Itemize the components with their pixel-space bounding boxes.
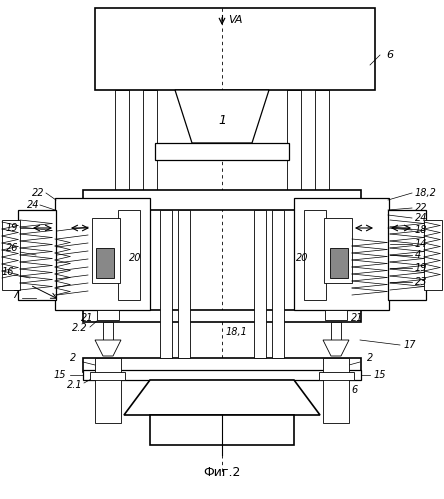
Text: 20: 20	[129, 253, 141, 263]
Bar	[272, 210, 284, 358]
Bar	[294, 198, 389, 310]
Text: 24: 24	[27, 200, 39, 210]
Text: 7: 7	[12, 290, 18, 300]
Text: 2.2: 2.2	[72, 323, 88, 333]
Text: 19: 19	[415, 263, 428, 273]
Text: 18,2: 18,2	[415, 188, 437, 198]
Polygon shape	[175, 90, 269, 143]
Text: 26: 26	[6, 243, 18, 253]
Bar	[315, 90, 329, 205]
Text: 4: 4	[415, 250, 421, 260]
Text: 15: 15	[374, 370, 386, 380]
Text: 23: 23	[415, 277, 428, 287]
Bar	[103, 322, 113, 340]
Bar	[97, 310, 119, 320]
Text: Фиг.2: Фиг.2	[203, 466, 241, 479]
Text: 2.1: 2.1	[67, 380, 83, 390]
Bar	[143, 90, 157, 205]
Text: 16: 16	[2, 267, 14, 277]
Bar	[155, 143, 289, 160]
Bar	[95, 8, 375, 90]
Bar	[178, 210, 190, 358]
Bar	[254, 210, 266, 358]
Bar	[83, 370, 361, 380]
Bar	[324, 218, 352, 283]
Text: 2: 2	[70, 353, 76, 363]
Text: 19: 19	[6, 223, 18, 233]
Bar	[83, 358, 361, 372]
Bar	[331, 322, 341, 340]
Text: 22: 22	[32, 188, 44, 198]
Bar	[319, 372, 354, 380]
Text: 18: 18	[415, 225, 428, 235]
Text: 6: 6	[352, 385, 358, 395]
Bar	[325, 310, 347, 320]
Bar	[115, 90, 129, 205]
Text: 17: 17	[404, 340, 416, 350]
Bar	[330, 248, 348, 278]
Text: VA: VA	[228, 15, 242, 25]
Bar	[92, 218, 120, 283]
Bar	[424, 220, 442, 290]
Bar	[83, 190, 361, 210]
Text: 1: 1	[218, 113, 226, 127]
Bar	[304, 210, 326, 300]
Polygon shape	[95, 340, 121, 356]
Bar	[118, 210, 140, 300]
Bar	[83, 310, 361, 322]
Bar	[55, 198, 150, 310]
Bar	[2, 220, 20, 290]
Text: 21: 21	[351, 313, 363, 323]
Bar	[18, 210, 56, 300]
Bar	[160, 210, 172, 358]
Text: 2: 2	[367, 353, 373, 363]
Bar	[323, 358, 349, 423]
Text: 6: 6	[386, 50, 393, 60]
Bar	[150, 415, 294, 445]
Text: 14: 14	[415, 239, 428, 249]
Bar	[90, 372, 125, 380]
Text: 22: 22	[415, 203, 428, 213]
Bar	[95, 358, 121, 423]
Bar	[388, 210, 426, 300]
Text: 20: 20	[296, 253, 308, 263]
Text: 15: 15	[54, 370, 66, 380]
Bar	[96, 248, 114, 278]
Polygon shape	[124, 380, 320, 415]
Text: 21: 21	[81, 313, 93, 323]
Polygon shape	[323, 340, 349, 356]
Bar	[287, 90, 301, 205]
Text: 24: 24	[415, 213, 428, 223]
Text: 18,1: 18,1	[225, 327, 247, 337]
